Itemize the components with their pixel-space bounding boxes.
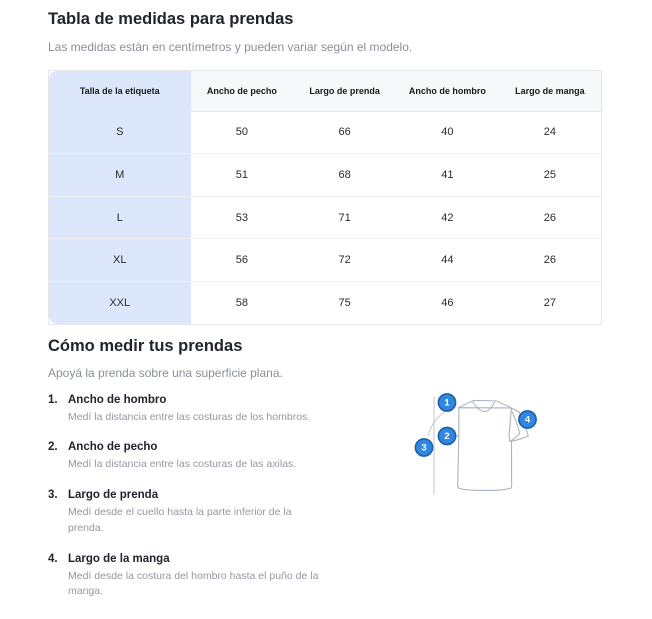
svg-text:3: 3	[421, 443, 426, 454]
svg-text:1: 1	[444, 398, 450, 409]
svg-text:4: 4	[525, 415, 531, 426]
svg-text:2: 2	[444, 431, 449, 442]
